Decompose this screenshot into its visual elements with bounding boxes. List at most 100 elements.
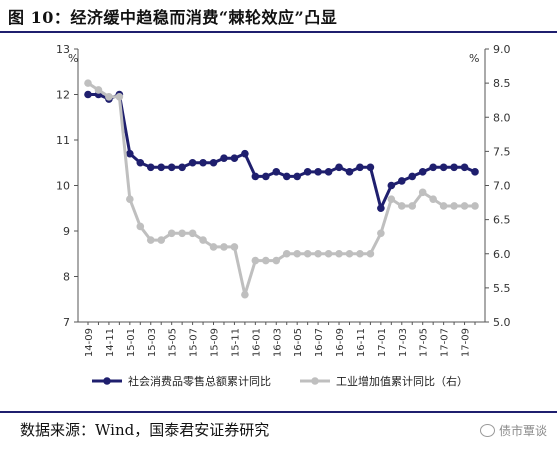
industrial-output-point [115, 92, 124, 101]
watermark: 债市覃谈 [479, 422, 547, 439]
retail-sales-point [251, 172, 260, 181]
figure-title: 图 10：经济缓中趋稳而消费“棘轮效应”凸显 [8, 8, 338, 27]
retail-sales-point [460, 163, 469, 172]
x-tick-label: 16-05 [293, 328, 304, 357]
industrial-output-point [366, 249, 375, 258]
industrial-output-point [282, 249, 291, 258]
industrial-output-point [429, 195, 437, 203]
retail-sales-point [314, 168, 322, 176]
x-tick-label: 15-05 [168, 328, 179, 357]
x-tick-label: 17-03 [398, 328, 409, 357]
watermark-text: 债市覃谈 [498, 424, 547, 438]
x-tick-label: 16-03 [272, 328, 283, 357]
right-tick-label: 8.0 [493, 111, 511, 124]
industrial-output-point [272, 256, 281, 265]
industrial-output-point [220, 243, 228, 251]
retail-sales-point [397, 177, 406, 185]
retail-sales-point [387, 181, 396, 190]
industrial-output-point [209, 243, 218, 251]
industrial-output-point [105, 92, 113, 101]
retail-sales-point [366, 163, 375, 172]
legend-label: 社会消费品零售总额累计同比 [128, 374, 271, 388]
industrial-output-point [94, 86, 103, 94]
industrial-output-point [262, 256, 270, 265]
x-tick-label: 15-01 [126, 328, 137, 357]
industrial-output-point [230, 243, 239, 251]
x-tick-label: 15-09 [210, 328, 221, 357]
x-tick-label: 14-11 [105, 328, 116, 357]
industrial-output-point [397, 202, 406, 210]
industrial-output-point [178, 229, 186, 238]
retail-sales-point [335, 163, 343, 172]
industrial-output-point [241, 290, 249, 299]
x-tick-label: 15-11 [230, 328, 241, 357]
left-tick-label: 9 [63, 225, 70, 238]
x-tick-label: 14-09 [84, 328, 95, 357]
industrial-output-point [450, 202, 458, 210]
industrial-output-point [387, 195, 396, 203]
retail-sales-point [439, 163, 448, 172]
left-tick-label: 8 [63, 271, 70, 284]
x-tick-label: 15-03 [147, 328, 158, 357]
left-tick-label: 13 [56, 43, 70, 56]
retail-sales-point [262, 172, 270, 181]
industrial-output-point [167, 229, 176, 238]
x-tick-label: 16-11 [356, 328, 367, 357]
industrial-output-point [293, 249, 301, 258]
industrial-output-point [460, 202, 469, 210]
left-tick-label: 11 [56, 134, 70, 147]
legend-swatch-marker [103, 377, 111, 385]
industrial-output-point [157, 236, 166, 244]
right-tick-label: 6.5 [493, 214, 511, 227]
source-rule [0, 411, 557, 413]
right-tick-label: 5.0 [493, 316, 511, 329]
retail-sales-point [146, 163, 155, 172]
retail-sales-point [345, 168, 354, 176]
industrial-output-point [471, 202, 479, 210]
retail-sales-point [84, 90, 92, 99]
left-tick-label: 10 [56, 180, 70, 193]
retail-sales-point [471, 168, 479, 176]
retail-sales-point [303, 168, 312, 176]
industrial-output-point [314, 249, 322, 258]
industrial-output-point [84, 79, 92, 87]
industrial-output-point [199, 236, 207, 244]
industrial-output-point [126, 195, 134, 203]
industrial-output-point [303, 249, 312, 258]
source-note: 数据来源：Wind，国泰君安证券研究 [20, 421, 270, 439]
retail-sales-point [188, 158, 197, 167]
left-axis-unit: % [68, 52, 78, 65]
industrial-output-point [324, 249, 333, 258]
industrial-output-line [87, 81, 475, 297]
x-tick-label: 16-01 [251, 328, 262, 357]
right-axis-unit: % [469, 52, 479, 65]
retail-sales-point [199, 158, 207, 167]
industrial-output-point [335, 249, 343, 258]
x-tick-label: 17-05 [419, 328, 430, 357]
right-tick-label: 5.5 [493, 282, 511, 295]
industrial-output-point [188, 229, 197, 238]
industrial-output-point [356, 249, 364, 258]
retail-sales-point [282, 172, 291, 181]
retail-sales-point [272, 168, 281, 176]
retail-sales-point [157, 163, 166, 172]
right-tick-label: 6.0 [493, 248, 511, 261]
right-tick-label: 9.0 [493, 43, 511, 56]
x-tick-label: 17-01 [377, 328, 388, 357]
retail-sales-point [126, 149, 134, 158]
retail-sales-line [88, 93, 476, 210]
legend-swatch-marker [311, 377, 319, 385]
x-tick-label: 17-09 [461, 328, 472, 357]
figure-title-bar: 图 10：经济缓中趋稳而消费“棘轮效应”凸显 [0, 0, 557, 33]
industrial-output-point [439, 202, 448, 210]
retail-sales-point [418, 168, 427, 176]
x-tick-label: 16-09 [335, 328, 346, 357]
retail-sales-point [209, 158, 218, 167]
x-tick-label: 16-07 [314, 328, 325, 357]
chart: 7 8 9 10 11 12 13 5.0 5.5 6.0 6.5 7.0 7.5 8.0 8.5 9.0%%… [56, 43, 511, 388]
retail-sales-point [293, 172, 301, 181]
retail-sales-point [429, 163, 437, 172]
retail-sales-point [450, 163, 458, 172]
retail-sales-point [356, 163, 364, 172]
retail-sales-point [377, 204, 385, 213]
